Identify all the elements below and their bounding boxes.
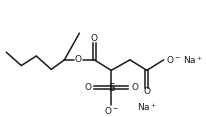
Text: O$^-$: O$^-$	[166, 54, 181, 65]
Text: Na$^+$: Na$^+$	[137, 102, 157, 113]
Text: O: O	[84, 83, 91, 92]
Text: O: O	[75, 55, 82, 64]
Text: O: O	[143, 87, 150, 96]
Text: Na$^+$: Na$^+$	[183, 54, 204, 66]
Text: O: O	[91, 34, 98, 43]
Text: O: O	[131, 83, 138, 92]
Text: S: S	[108, 82, 115, 93]
Text: O$^-$: O$^-$	[104, 105, 119, 116]
